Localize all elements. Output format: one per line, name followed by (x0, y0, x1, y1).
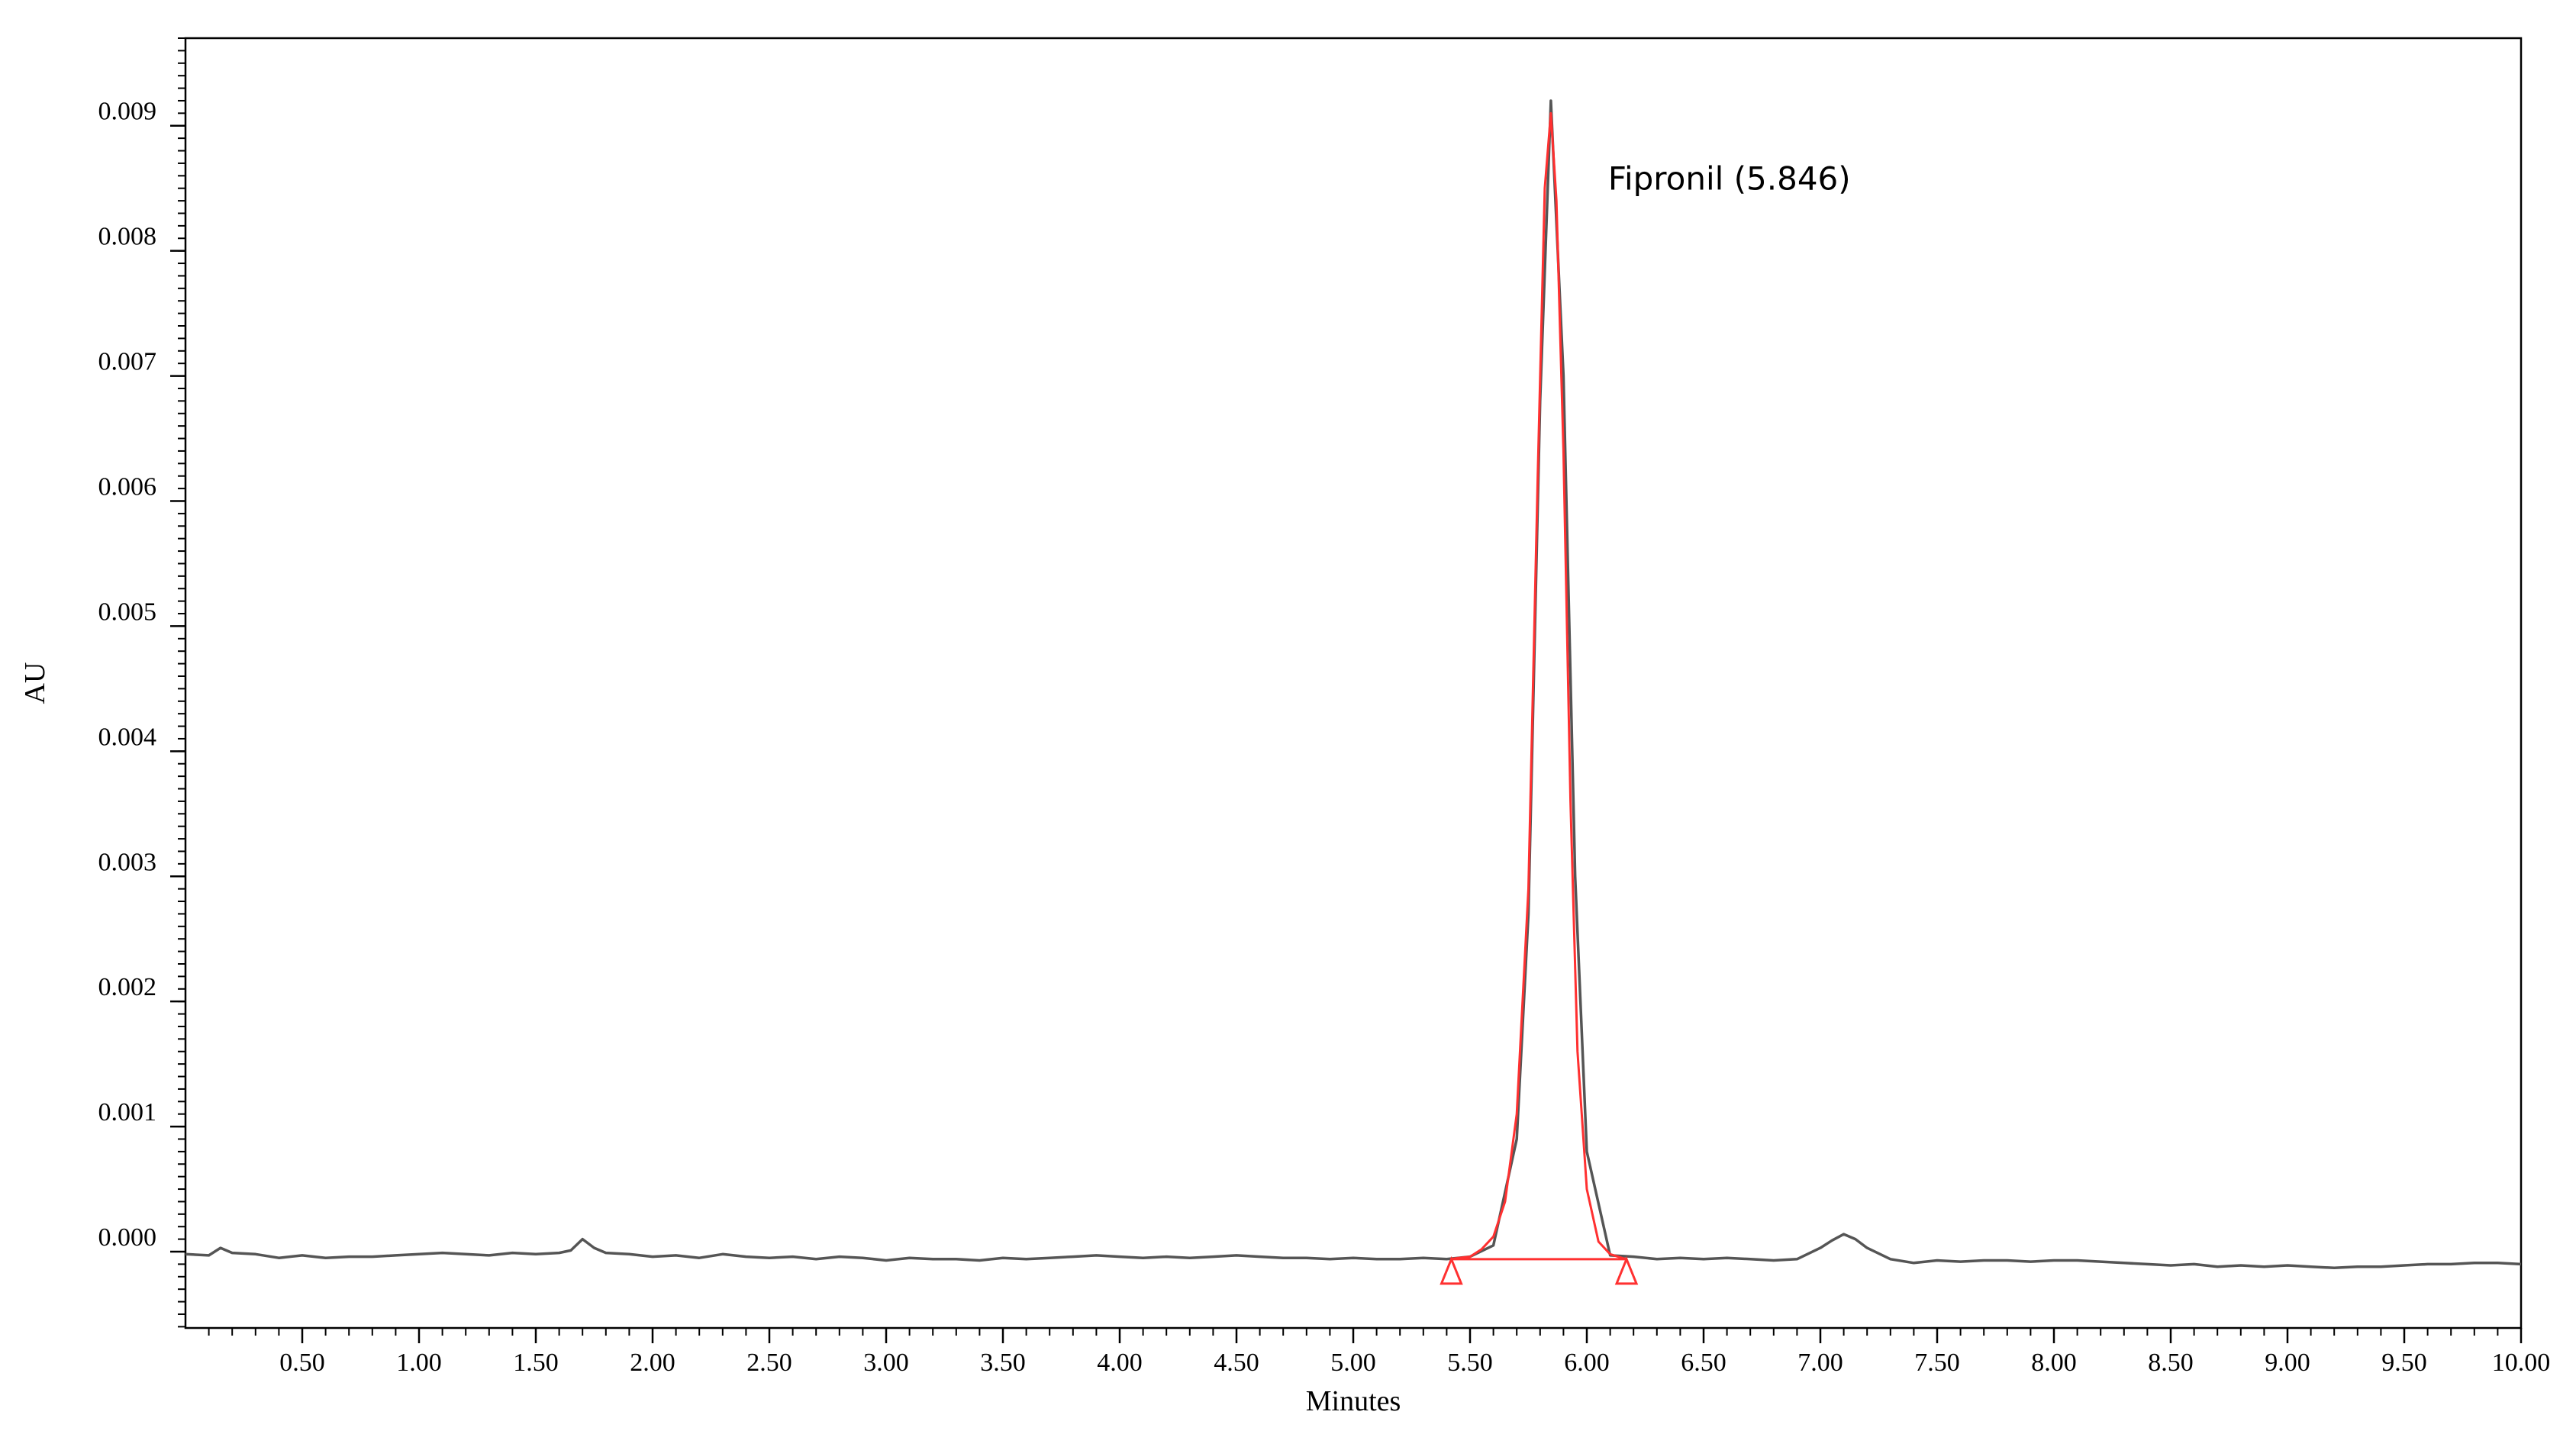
y-tick-label: 0.006 (98, 472, 157, 501)
x-tick-label: 1.00 (396, 1349, 442, 1377)
x-tick-label: 8.00 (2031, 1349, 2077, 1377)
x-tick-label: 4.50 (1214, 1349, 1259, 1377)
x-tick-label: 1.50 (513, 1349, 559, 1377)
signal-trace (185, 99, 2522, 1270)
minor-ticks (178, 37, 2522, 1336)
x-tick-label: 6.50 (1681, 1349, 1726, 1377)
peak-annotation: Fipronil (5.846) (1608, 160, 1851, 197)
x-tick-label: 7.00 (1797, 1349, 1843, 1377)
x-tick-label: 8.50 (2148, 1349, 2194, 1377)
x-tick-label: 5.00 (1330, 1349, 1376, 1377)
integrated-peak-trace (1451, 111, 1627, 1261)
x-tick-label: 6.00 (1564, 1349, 1610, 1377)
y-tick-label: 0.001 (98, 1098, 157, 1126)
x-tick-label: 3.00 (863, 1349, 909, 1377)
x-tick-label: 4.00 (1097, 1349, 1143, 1377)
y-axis-label: AU (19, 662, 51, 704)
y-tick-label: 0.007 (98, 348, 157, 376)
x-tick-label: 7.50 (1914, 1349, 1960, 1377)
y-tick-label: 0.002 (98, 973, 157, 1001)
x-tick-label: 2.00 (630, 1349, 675, 1377)
integration-marker (1440, 1255, 1463, 1285)
x-tick-label: 10.00 (2492, 1349, 2551, 1377)
y-tick-label: 0.004 (98, 723, 157, 751)
x-tick-label: 9.50 (2381, 1349, 2427, 1377)
integration-markers (1440, 1255, 1639, 1285)
x-tick-label: 2.50 (746, 1349, 792, 1377)
x-tick-label: 0.50 (279, 1349, 325, 1377)
x-tick-label: 9.00 (2265, 1349, 2310, 1377)
x-tick-label: 3.50 (980, 1349, 1026, 1377)
x-axis-ticks: 0.50 1.00 1.50 2.00 2.50 3.00 3.50 4.00 4.50 5.00… (279, 1328, 2550, 1377)
x-tick-label: 5.50 (1447, 1349, 1493, 1377)
y-tick-label: 0.005 (98, 598, 157, 626)
y-tick-label: 0.008 (98, 223, 157, 251)
y-tick-label: 0.009 (98, 98, 157, 126)
plot-frame (184, 37, 2523, 1329)
annotations: Fipronil (5.846) (1608, 160, 1851, 197)
integration-marker (1614, 1255, 1639, 1285)
x-axis-label: Minutes (1306, 1385, 1401, 1417)
y-tick-label: 0.003 (98, 848, 157, 876)
y-tick-label: 0.000 (98, 1223, 157, 1252)
series-layer (185, 99, 2522, 1270)
y-axis-ticks: 0.000 0.001 0.002 0.003 0.004 0.005 0.006 0.007… (98, 98, 185, 1253)
plot-border (184, 37, 2523, 1329)
